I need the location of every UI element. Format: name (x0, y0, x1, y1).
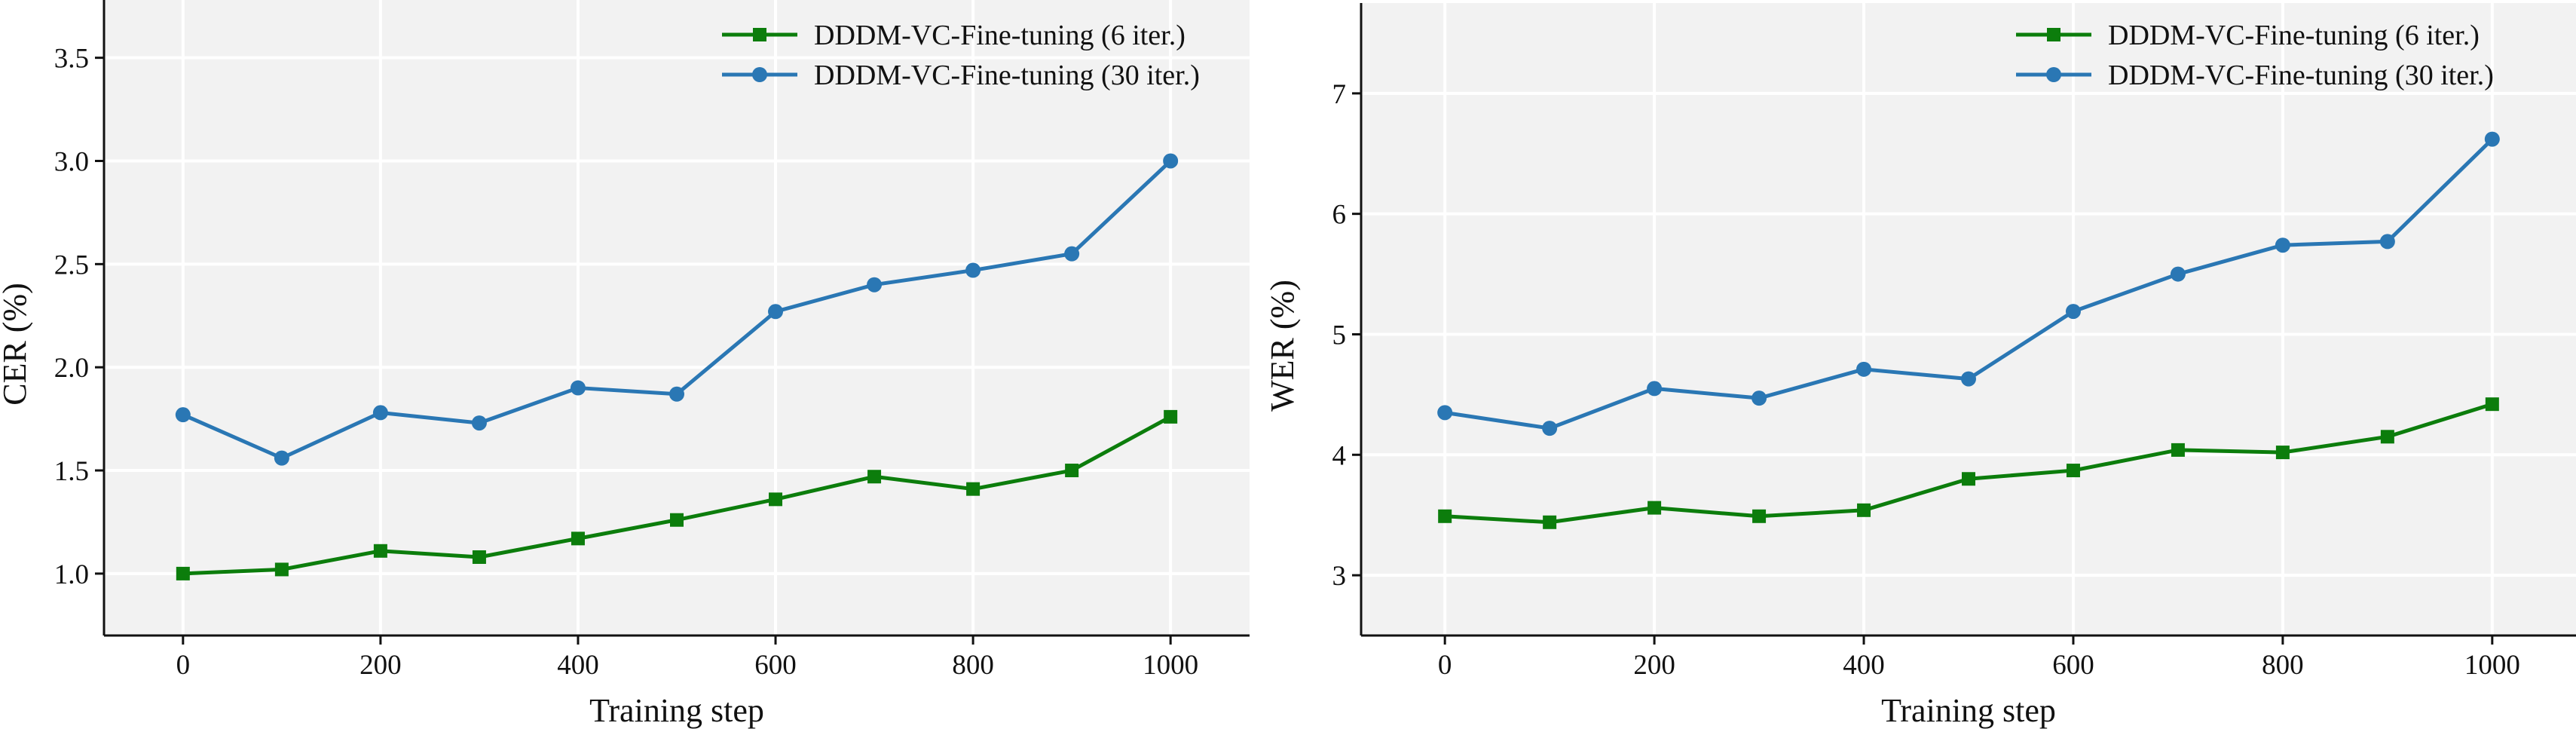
data-point (372, 405, 388, 421)
x-tick-label: 1000 (2464, 650, 2520, 681)
data-point (274, 562, 289, 577)
data-point (2484, 131, 2500, 147)
x-tick-label: 1000 (1143, 650, 1198, 681)
x-tick-label: 0 (176, 650, 191, 681)
y-tick-label: 3 (1332, 561, 1347, 592)
series-2 (175, 153, 1179, 466)
data-point (471, 415, 487, 431)
data-point (669, 386, 684, 402)
legend-marker (753, 28, 766, 41)
data-point (1163, 153, 1179, 169)
x-tick-label: 400 (1843, 650, 1885, 681)
data-point (1962, 472, 1975, 486)
data-point (2275, 237, 2290, 253)
y-tick-label: 3.0 (54, 146, 89, 177)
legend-label: DDDM-VC-Fine-tuning (30 iter.) (2108, 60, 2494, 91)
plot-background (104, 0, 1250, 636)
legend: DDDM-VC-Fine-tuning (6 iter.) DDDM-VC-Fin… (2016, 20, 2494, 91)
data-point (1647, 501, 1662, 515)
y-tick-label: 2.5 (54, 250, 89, 280)
chart-panel-1: 0 200 400 600 800 1000 1.0 1.5 2.0 2.5 3.0 3.5 Train… (0, 0, 1250, 729)
chart-panel-2: 0 200 400 600 800 1000 3 4 5 6 7 Training step WER (… (1264, 3, 2576, 729)
data-point (2170, 266, 2186, 282)
data-point (769, 492, 783, 507)
x-tick-label: 800 (952, 650, 994, 681)
series-1 (176, 409, 1178, 580)
data-point (472, 550, 486, 564)
data-point (373, 544, 387, 558)
data-point (1856, 361, 1872, 377)
data-point (1543, 515, 1557, 529)
data-point (1961, 371, 1976, 387)
y-tick-label: 6 (1332, 200, 1347, 231)
data-point (1857, 503, 1871, 517)
data-point (1752, 509, 1767, 523)
y-axis-label: WER (%) (1264, 280, 1301, 412)
data-point (176, 566, 190, 580)
data-point (274, 450, 289, 466)
y-tick-label: 1.5 (54, 456, 89, 487)
plot-background (1361, 3, 2576, 636)
data-point (966, 482, 981, 496)
data-point (2171, 443, 2185, 457)
data-point (2065, 304, 2081, 320)
data-point (1437, 405, 1453, 421)
data-point (670, 513, 684, 527)
x-axis-label: Training step (1881, 692, 2056, 729)
data-point (1647, 381, 1663, 397)
legend-marker (752, 67, 767, 82)
x-tick-label: 800 (2262, 650, 2304, 681)
x-tick-label: 200 (1633, 650, 1675, 681)
data-point (2275, 446, 2290, 460)
y-tick-label: 7 (1332, 79, 1347, 110)
y-axis-label: CER (%) (0, 283, 33, 406)
data-point (1751, 391, 1767, 406)
x-tick-label: 600 (2052, 650, 2094, 681)
legend-label: DDDM-VC-Fine-tuning (6 iter.) (2108, 20, 2480, 51)
data-point (1164, 409, 1178, 424)
data-point (2379, 234, 2395, 250)
legend-label: DDDM-VC-Fine-tuning (30 iter.) (814, 60, 1200, 91)
data-point (1064, 246, 1080, 262)
series-1 (1438, 397, 2499, 529)
x-tick-label: 200 (359, 650, 402, 681)
data-point (965, 262, 981, 278)
y-tick-label: 5 (1332, 320, 1347, 351)
y-tick-label: 2.0 (54, 353, 89, 384)
data-point (867, 470, 882, 484)
y-tick-label: 1.0 (54, 559, 89, 590)
data-point (1542, 421, 1558, 436)
data-point (1438, 509, 1452, 523)
legend-marker (2046, 67, 2061, 82)
legend-label: DDDM-VC-Fine-tuning (6 iter.) (814, 20, 1186, 51)
legend: DDDM-VC-Fine-tuning (6 iter.) DDDM-VC-Fin… (722, 20, 1200, 91)
x-tick-label: 0 (1438, 650, 1452, 681)
data-point (768, 304, 784, 320)
data-point (571, 531, 585, 546)
data-point (2380, 430, 2394, 444)
x-tick-label: 400 (557, 650, 599, 681)
y-tick-label: 3.5 (54, 44, 89, 75)
data-point (2066, 464, 2080, 478)
legend-marker (2047, 28, 2060, 41)
y-tick-label: 4 (1332, 440, 1347, 471)
x-tick-label: 600 (754, 650, 797, 681)
data-point (2485, 397, 2499, 412)
data-point (175, 407, 191, 423)
x-axis-label: Training step (589, 692, 764, 729)
data-point (570, 380, 586, 396)
data-point (867, 277, 883, 292)
data-point (1065, 464, 1079, 478)
series-2 (1437, 131, 2500, 436)
